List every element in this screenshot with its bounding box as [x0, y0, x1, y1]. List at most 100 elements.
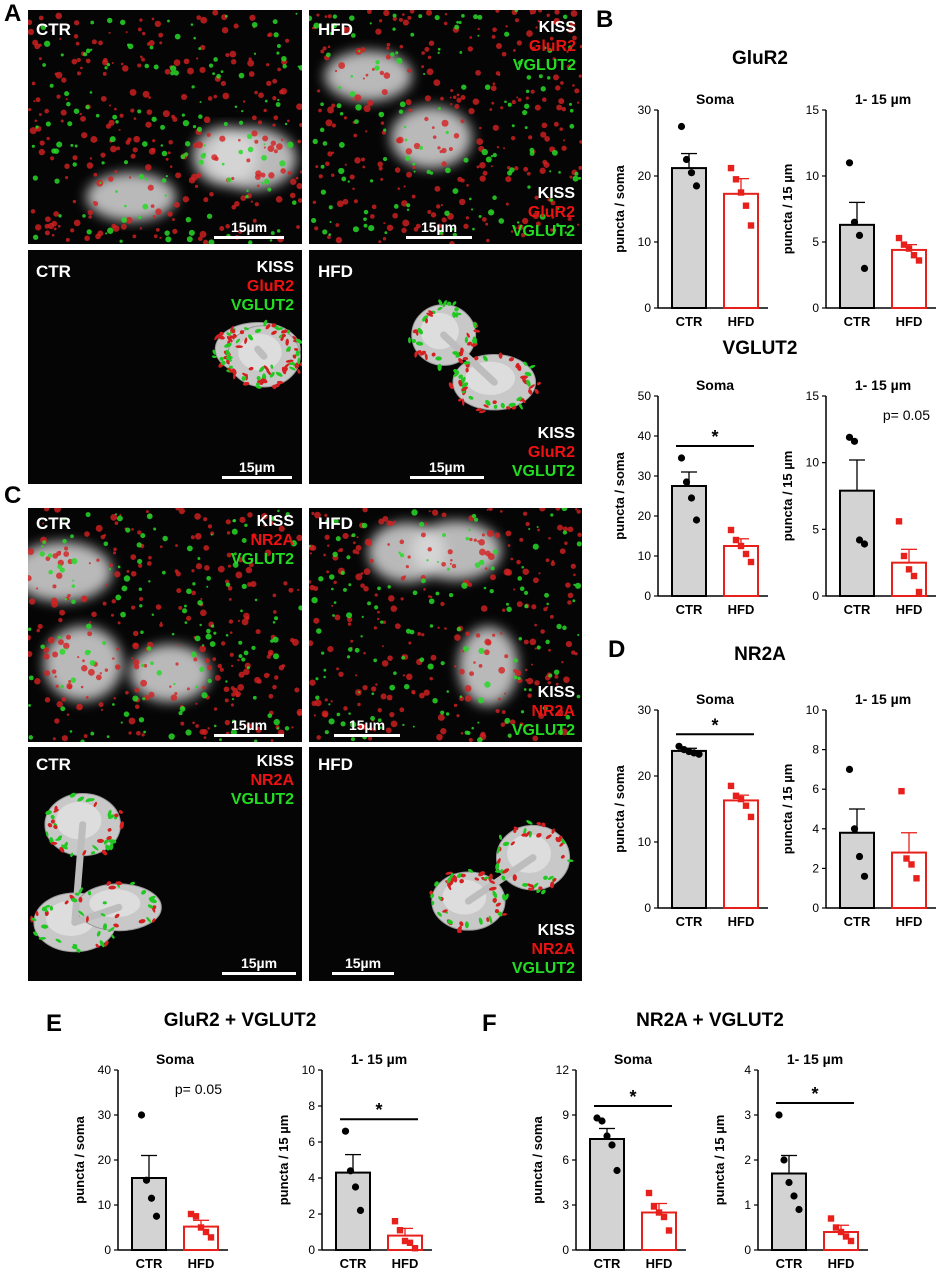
- data-point-hfd: [900, 241, 908, 248]
- micrograph-c-hfd: [309, 508, 582, 742]
- chart-d-nr2a-dendrite: 1- 15 µm 0 2 4 6 8 10 puncta / 15 µm CTR HFD: [768, 688, 942, 938]
- y-tick-label: 8: [308, 1099, 315, 1113]
- chart-svg: Soma 0 10 20 30 40 puncta / soma CTR HFD p= 0.05: [72, 1051, 228, 1271]
- data-point-hfd: [401, 1237, 409, 1245]
- micrograph-texture: [28, 508, 302, 742]
- y-tick-label: 6: [812, 782, 819, 796]
- data-point-ctr: [677, 454, 686, 462]
- category-label: CTR: [676, 602, 703, 617]
- category-label: HFD: [392, 1256, 419, 1271]
- micrograph-c-ctr: [28, 508, 302, 742]
- y-tick-label: 9: [562, 1108, 569, 1122]
- data-point-hfd: [915, 257, 923, 264]
- y-tick-label: 2: [308, 1207, 315, 1221]
- data-point-ctr: [152, 1212, 161, 1220]
- c1-group-label: CTR: [36, 514, 71, 533]
- significance-star: *: [711, 715, 718, 735]
- c2-group-label: HFD: [318, 514, 353, 533]
- data-point-hfd: [202, 1228, 210, 1236]
- c4-stain-vglut2: VGLUT2: [511, 960, 575, 977]
- c3-stain-legend: KISS NR2A VGLUT2: [186, 752, 294, 809]
- micrograph-c-hfd-3d: [309, 747, 582, 981]
- data-point-ctr: [677, 122, 686, 131]
- a1-scale-line: [214, 236, 284, 239]
- data-point-ctr: [850, 218, 859, 226]
- p-value-annotation: p= 0.05: [175, 1081, 222, 1097]
- y-tick-label: 20: [638, 509, 652, 523]
- data-point-hfd: [391, 1218, 399, 1225]
- micrograph-texture: [30, 792, 162, 953]
- panel-letter-b: B: [596, 6, 614, 33]
- data-point-hfd: [747, 813, 755, 821]
- y-axis-label: puncta / 15 µm: [780, 164, 795, 255]
- data-point-ctr: [687, 169, 696, 177]
- a2-stain-vglut2: VGLUT2: [511, 223, 575, 240]
- c3-scale-line: [222, 972, 296, 975]
- data-point-ctr: [682, 155, 691, 164]
- y-tick-label: 20: [638, 169, 652, 183]
- chart-svg: Soma 0 3 6 9 12 puncta / soma CTR HFD *: [530, 1051, 686, 1271]
- data-point-ctr: [850, 825, 859, 833]
- a2-stain-glur2: GluR2: [527, 204, 575, 221]
- data-point-ctr: [346, 1167, 355, 1175]
- data-point-ctr: [855, 852, 864, 861]
- data-point-hfd: [727, 526, 735, 534]
- y-tick-label: 1: [744, 1198, 751, 1212]
- data-point-hfd: [905, 566, 913, 573]
- bar-hfd: [723, 545, 759, 597]
- a4-group-label: HFD: [318, 262, 353, 281]
- data-point-hfd: [742, 202, 750, 209]
- data-point-ctr: [775, 1111, 783, 1119]
- data-point-hfd: [827, 1215, 835, 1222]
- data-point-ctr: [855, 231, 864, 239]
- chart-title: 1- 15 µm: [855, 691, 911, 707]
- y-axis-label: puncta / 15 µm: [780, 451, 795, 542]
- data-point-hfd: [660, 1213, 668, 1221]
- micrograph-texture: [309, 508, 582, 742]
- panel-letter-f: F: [482, 1010, 497, 1037]
- y-tick-label: 0: [104, 1243, 111, 1257]
- a4-stain-glur2: GluR2: [527, 444, 575, 461]
- micrograph-texture: [429, 820, 574, 933]
- category-label: CTR: [844, 602, 871, 617]
- title-b-vglut2: VGLUT2: [722, 338, 798, 359]
- data-point-hfd: [742, 550, 750, 558]
- bar-hfd: [723, 192, 759, 309]
- chart-d-nr2a-soma: Soma 0 10 20 30 puncta / soma CTR HFD *: [600, 688, 770, 938]
- significance-star: *: [811, 1084, 818, 1104]
- y-tick-label: 0: [812, 901, 819, 915]
- a2-stain-kiss: KISS: [537, 185, 575, 202]
- chart-e-dendrite: 1- 15 µm 0 2 4 6 8 10 puncta / 15 µm CTR HFD *: [264, 1048, 434, 1280]
- chart-svg: 1- 15 µm 0 5 10 15 puncta / 15 µm CTR HFD p= 0.0…: [780, 377, 936, 617]
- y-tick-label: 30: [98, 1108, 112, 1122]
- significance-star: *: [711, 427, 718, 447]
- data-point-hfd: [665, 1227, 673, 1234]
- y-tick-label: 10: [806, 703, 820, 717]
- data-point-hfd: [396, 1227, 404, 1234]
- c2-scale-bar: 15µm: [334, 717, 400, 737]
- category-label: HFD: [828, 1256, 855, 1271]
- y-tick-label: 2: [744, 1153, 751, 1167]
- data-point-ctr: [613, 1166, 621, 1175]
- data-point-hfd: [727, 782, 735, 790]
- y-tick-label: 5: [812, 522, 819, 536]
- y-tick-label: 0: [308, 1243, 315, 1257]
- a4-stain-vglut2: VGLUT2: [511, 463, 575, 480]
- a1-group-label: CTR: [36, 20, 71, 39]
- y-axis-label: puncta / soma: [612, 452, 627, 540]
- y-axis-label: puncta / soma: [530, 1116, 545, 1204]
- data-point-hfd: [406, 1239, 414, 1246]
- data-point-hfd: [905, 245, 913, 252]
- a4-scale-label: 15µm: [428, 459, 466, 475]
- y-axis-label: puncta / 15 µm: [276, 1115, 291, 1206]
- y-tick-label: 6: [562, 1153, 569, 1167]
- significance-star: *: [629, 1087, 636, 1107]
- data-point-hfd: [737, 795, 745, 803]
- data-point-ctr: [695, 750, 703, 758]
- c1-stain-legend: KISS NR2A VGLUT2: [186, 512, 294, 569]
- category-label: CTR: [844, 914, 871, 929]
- micrograph-a-ctr-3d: [28, 250, 302, 484]
- chart-title: Soma: [696, 91, 734, 107]
- chart-title: 1- 15 µm: [855, 377, 911, 393]
- a4-stain-legend: KISS GluR2 VGLUT2: [480, 424, 575, 481]
